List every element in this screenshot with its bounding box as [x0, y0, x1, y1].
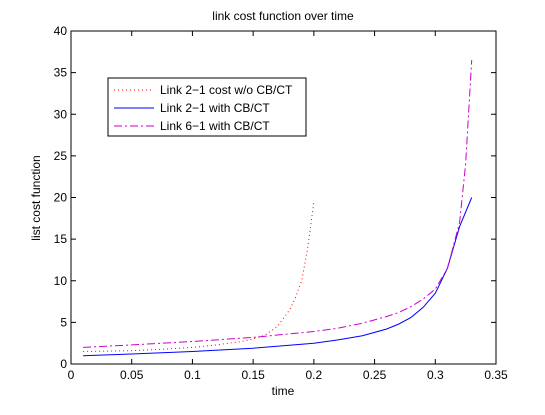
x-tick-label: 0: [68, 368, 75, 382]
x-tick-label: 0.25: [363, 368, 387, 382]
x-tick-label: 0.35: [484, 368, 508, 382]
y-tick-label: 35: [54, 66, 68, 80]
y-tick-label: 25: [54, 149, 68, 163]
series-line-2: [83, 197, 473, 357]
y-tick-label: 5: [60, 315, 67, 329]
y-tick-label: 30: [54, 107, 68, 121]
y-axis: 0 5 10 15 20 25 30 35 40: [54, 24, 496, 371]
x-tick-label: 0.2: [306, 368, 323, 382]
y-tick-label: 40: [54, 24, 68, 38]
y-tick-label: 15: [54, 232, 68, 246]
x-tick-label: 0.15: [241, 368, 265, 382]
chart-title: link cost function over time: [212, 9, 354, 23]
x-tick-label: 0.05: [120, 368, 144, 382]
legend: Link 2−1 cost w/o CB/CT Link 2−1 with CB/…: [107, 77, 307, 137]
y-tick-label: 0: [60, 357, 67, 371]
legend-label-2: Link 2−1 with CB/CT: [160, 101, 270, 115]
x-axis-label: time: [272, 384, 295, 398]
y-tick-label: 20: [54, 191, 68, 205]
y-tick-label: 10: [54, 274, 68, 288]
y-axis-label: list cost function: [29, 155, 43, 240]
legend-label-1: Link 2−1 cost w/o CB/CT: [160, 83, 293, 97]
x-axis: 0 0.05 0.1 0.15 0.2 0.25 0.3 0.35: [68, 31, 508, 382]
series-group: [83, 60, 473, 357]
x-tick-label: 0.3: [427, 368, 444, 382]
series-line-3: [83, 60, 473, 348]
legend-label-3: Link 6−1 with CB/CT: [160, 119, 270, 133]
x-tick-label: 0.1: [184, 368, 201, 382]
